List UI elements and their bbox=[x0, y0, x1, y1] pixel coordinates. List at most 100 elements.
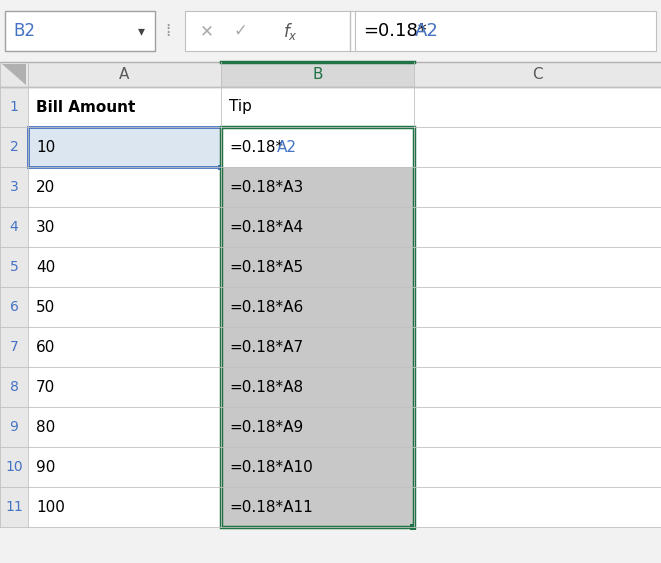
Bar bbox=[28, 287, 221, 327]
Text: =0.18*A5: =0.18*A5 bbox=[229, 260, 303, 275]
Bar bbox=[221, 327, 414, 367]
Bar bbox=[0, 327, 28, 367]
Text: A: A bbox=[120, 67, 130, 82]
Bar bbox=[0, 0, 661, 62]
Bar bbox=[221, 407, 414, 447]
Text: 10: 10 bbox=[36, 140, 56, 154]
Bar bbox=[185, 11, 360, 51]
Bar bbox=[414, 327, 661, 367]
Bar bbox=[0, 207, 28, 247]
Text: $f_x$: $f_x$ bbox=[283, 20, 297, 42]
Text: B: B bbox=[312, 67, 323, 82]
Text: A2: A2 bbox=[415, 22, 439, 40]
Text: Tip: Tip bbox=[229, 100, 252, 114]
Bar bbox=[28, 447, 221, 487]
Bar bbox=[28, 127, 221, 167]
Bar bbox=[414, 287, 661, 327]
Bar bbox=[414, 167, 661, 207]
Bar bbox=[217, 164, 223, 169]
Bar bbox=[221, 127, 414, 527]
Bar bbox=[221, 127, 414, 167]
Bar bbox=[28, 87, 221, 127]
Text: C: C bbox=[532, 67, 543, 82]
Bar bbox=[221, 367, 414, 407]
Bar bbox=[221, 167, 414, 207]
Bar bbox=[0, 487, 28, 527]
Bar bbox=[221, 87, 414, 127]
Text: 11: 11 bbox=[5, 500, 23, 514]
Bar bbox=[0, 367, 28, 407]
Text: 80: 80 bbox=[36, 419, 56, 435]
Text: 8: 8 bbox=[9, 380, 19, 394]
Bar bbox=[28, 167, 221, 207]
Text: 7: 7 bbox=[10, 340, 19, 354]
Text: 1: 1 bbox=[9, 100, 19, 114]
Text: 2: 2 bbox=[10, 140, 19, 154]
Text: 3: 3 bbox=[10, 180, 19, 194]
Bar bbox=[414, 407, 661, 447]
Text: =0.18*A10: =0.18*A10 bbox=[229, 459, 313, 475]
Text: 50: 50 bbox=[36, 300, 56, 315]
Text: =0.18*: =0.18* bbox=[229, 140, 283, 154]
Bar bbox=[221, 447, 414, 487]
Text: ✕: ✕ bbox=[200, 22, 214, 40]
Text: ✓: ✓ bbox=[233, 22, 247, 40]
Bar bbox=[410, 524, 416, 530]
Text: 20: 20 bbox=[36, 180, 56, 194]
Bar bbox=[221, 247, 414, 287]
Bar bbox=[0, 62, 661, 87]
Text: =0.18*A9: =0.18*A9 bbox=[229, 419, 303, 435]
Bar bbox=[355, 11, 656, 51]
Text: ⁞: ⁞ bbox=[165, 22, 171, 40]
Polygon shape bbox=[2, 64, 26, 85]
Bar bbox=[0, 287, 28, 327]
Bar bbox=[414, 207, 661, 247]
Bar bbox=[221, 62, 414, 87]
Text: 90: 90 bbox=[36, 459, 56, 475]
Bar bbox=[414, 447, 661, 487]
Text: 70: 70 bbox=[36, 379, 56, 395]
Text: B2: B2 bbox=[13, 22, 35, 40]
Bar bbox=[0, 87, 28, 127]
Bar bbox=[0, 167, 28, 207]
Text: 100: 100 bbox=[36, 499, 65, 515]
Text: Bill Amount: Bill Amount bbox=[36, 100, 136, 114]
Text: A2: A2 bbox=[277, 140, 297, 154]
Text: =0.18*A6: =0.18*A6 bbox=[229, 300, 303, 315]
Bar bbox=[414, 247, 661, 287]
Text: 30: 30 bbox=[36, 220, 56, 235]
Bar bbox=[414, 367, 661, 407]
Bar bbox=[28, 127, 221, 167]
Text: 6: 6 bbox=[9, 300, 19, 314]
Bar bbox=[0, 407, 28, 447]
Bar bbox=[28, 207, 221, 247]
Text: =0.18*: =0.18* bbox=[363, 22, 427, 40]
Bar bbox=[221, 207, 414, 247]
Text: 5: 5 bbox=[10, 260, 19, 274]
Text: =0.18*A7: =0.18*A7 bbox=[229, 339, 303, 355]
Bar bbox=[221, 287, 414, 327]
Text: 10: 10 bbox=[5, 460, 23, 474]
Bar bbox=[0, 447, 28, 487]
Text: 60: 60 bbox=[36, 339, 56, 355]
Bar bbox=[0, 247, 28, 287]
Bar bbox=[414, 127, 661, 167]
Bar bbox=[414, 87, 661, 127]
Text: 9: 9 bbox=[9, 420, 19, 434]
Text: ▾: ▾ bbox=[137, 24, 145, 38]
Bar bbox=[28, 367, 221, 407]
Text: 40: 40 bbox=[36, 260, 56, 275]
Text: =0.18*A4: =0.18*A4 bbox=[229, 220, 303, 235]
Text: =0.18*A8: =0.18*A8 bbox=[229, 379, 303, 395]
Text: =0.18*A11: =0.18*A11 bbox=[229, 499, 313, 515]
Text: 4: 4 bbox=[10, 220, 19, 234]
Bar bbox=[28, 327, 221, 367]
Bar bbox=[28, 407, 221, 447]
Bar bbox=[28, 247, 221, 287]
Bar bbox=[28, 487, 221, 527]
Bar bbox=[414, 487, 661, 527]
Bar bbox=[5, 11, 155, 51]
Bar bbox=[221, 487, 414, 527]
Bar bbox=[0, 127, 28, 167]
Text: =0.18*A3: =0.18*A3 bbox=[229, 180, 303, 194]
